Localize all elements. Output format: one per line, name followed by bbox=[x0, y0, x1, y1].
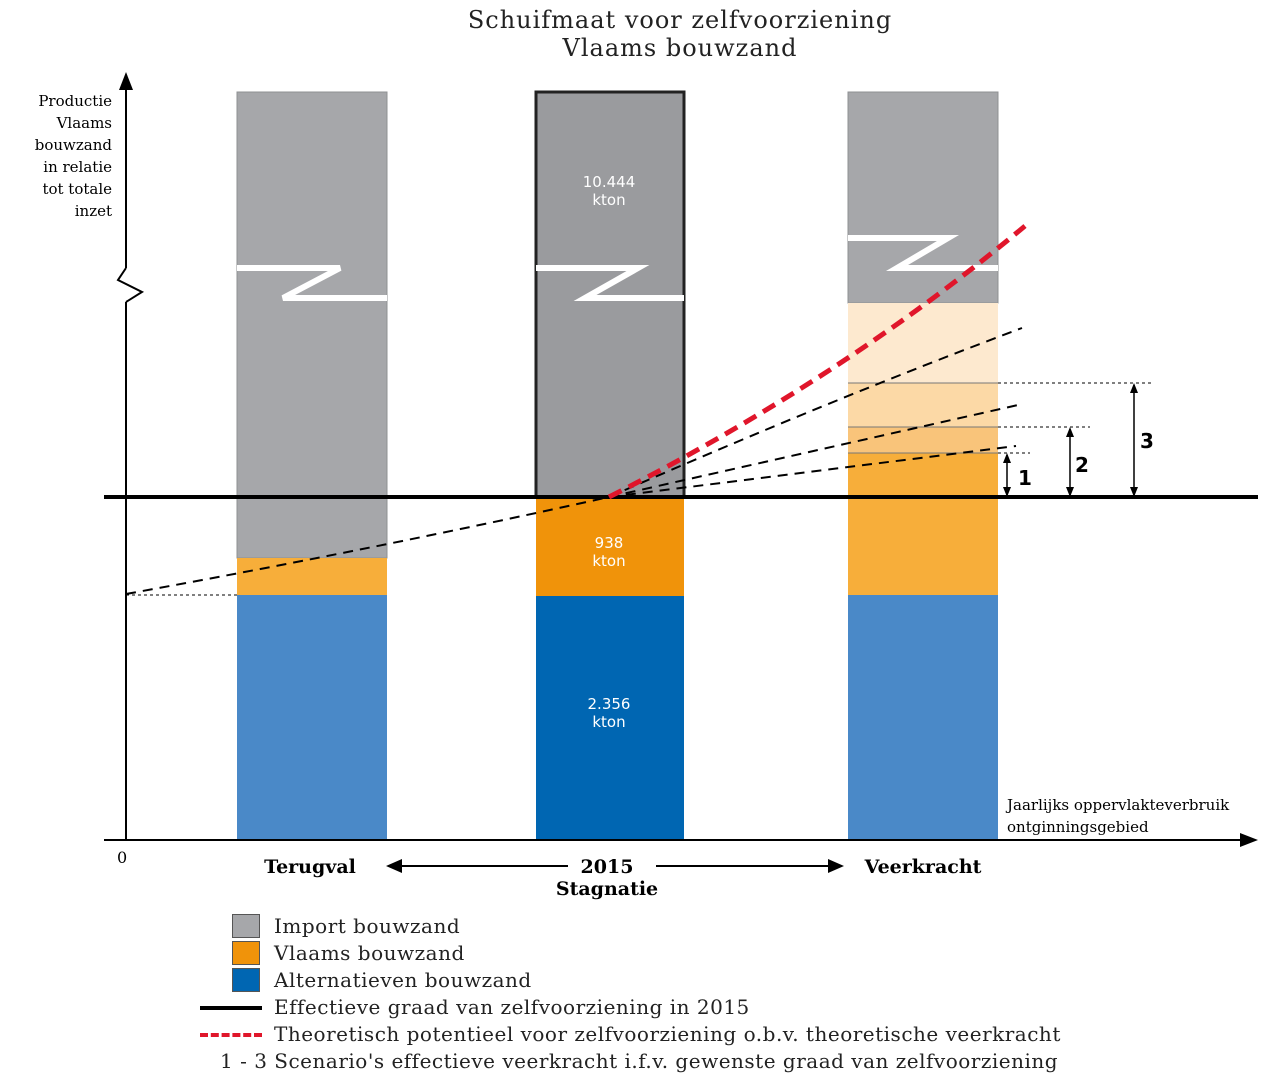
scenario-label-1: 1 bbox=[1018, 466, 1032, 490]
bar-veerkracht-potential-zone bbox=[848, 303, 998, 383]
y-axis-label-line: tot totale bbox=[42, 180, 112, 198]
theoretical-potential-line bbox=[607, 224, 1027, 500]
legend-swatch-alternatieven bbox=[232, 968, 260, 992]
bar-terugval bbox=[236, 91, 388, 839]
y-axis bbox=[116, 72, 145, 840]
legend-label-vlaams: Vlaams bouwzand bbox=[274, 941, 465, 965]
bar-terugval-import bbox=[236, 91, 388, 559]
vlaams-unit: kton bbox=[592, 552, 625, 570]
legend-swatch-vlaams bbox=[232, 941, 260, 965]
axis-break-symbol bbox=[237, 265, 387, 301]
legend-label-effectief: Effectieve graad van zelfvoorziening in … bbox=[274, 995, 750, 1019]
chart-title: Schuifmaat voor zelfvoorziening bbox=[467, 6, 893, 34]
chart-subtitle: Vlaams bouwzand bbox=[562, 34, 798, 62]
y-axis-label-line: bouwzand bbox=[35, 136, 113, 154]
y-axis-label-line: inzet bbox=[75, 202, 112, 220]
legend-label-theoretisch: Theoretisch potentieel voor zelfvoorzien… bbox=[274, 1022, 1061, 1046]
alternatieven-unit: kton bbox=[592, 713, 625, 731]
scenario-label-3: 3 bbox=[1140, 429, 1154, 453]
y-axis-label-line: Vlaams bbox=[56, 114, 112, 132]
bar-veerkracht-import bbox=[847, 91, 999, 304]
bar-veerkracht-vlaams bbox=[848, 453, 998, 595]
bar-2015-import bbox=[534, 90, 686, 499]
legend-line-effectief bbox=[200, 1006, 262, 1010]
bar-veerkracht-scenario2-zone bbox=[848, 427, 998, 453]
bar-veerkracht bbox=[847, 91, 999, 839]
bar-veerkracht-alternatieven bbox=[848, 595, 998, 839]
direction-arrow-right bbox=[656, 859, 844, 873]
bar-2015: 10.444 kton 938 kton 2.356 kton bbox=[534, 90, 686, 839]
bar-terugval-alternatieven bbox=[237, 595, 387, 839]
alternatieven-value: 2.356 bbox=[588, 695, 631, 713]
direction-arrow-left bbox=[386, 859, 568, 873]
scenario-curve-1 bbox=[608, 445, 1017, 498]
label-terugval: Terugval bbox=[264, 856, 356, 878]
legend-label-import: Import bouwzand bbox=[274, 914, 461, 938]
scenario-1-arrow bbox=[1003, 453, 1011, 497]
x-axis-label-line: ontginningsgebied bbox=[1007, 818, 1149, 836]
axis-break-symbol bbox=[848, 235, 998, 271]
bar-2015-vlaams bbox=[536, 497, 684, 596]
scenario-curve-2 bbox=[608, 404, 1019, 498]
origin-label: 0 bbox=[117, 848, 127, 867]
x-axis-label-line: Jaarlijks oppervlakteverbruik bbox=[1005, 796, 1230, 814]
bar-2015-alternatieven bbox=[536, 596, 684, 839]
axis-break-symbol bbox=[536, 265, 684, 301]
import-value: 10.444 bbox=[583, 173, 636, 191]
x-axis bbox=[104, 833, 1258, 847]
import-unit: kton bbox=[592, 191, 625, 209]
vlaams-value: 938 bbox=[595, 534, 624, 552]
legend-label-scenarios: 1 - 3 Scenario's effectieve veerkracht i… bbox=[220, 1049, 1059, 1073]
legend-swatch-import bbox=[232, 914, 260, 938]
scenario-curve bbox=[125, 496, 610, 595]
label-veerkracht: Veerkracht bbox=[864, 856, 982, 878]
legend-line-theoretisch bbox=[200, 1033, 262, 1037]
diagram-canvas: Productie Vlaams bouwzand in relatie tot… bbox=[35, 72, 1258, 900]
label-2015: 2015 bbox=[581, 856, 634, 878]
legend-label-alternatieven: Alternatieven bouwzand bbox=[274, 968, 532, 992]
scenario-2-arrow bbox=[1066, 427, 1074, 497]
y-axis-label-line: in relatie bbox=[43, 158, 112, 176]
scenario-3-arrow bbox=[1130, 383, 1138, 497]
label-stagnatie: Stagnatie bbox=[556, 878, 658, 900]
scenario-label-2: 2 bbox=[1075, 453, 1089, 477]
bar-terugval-vlaams bbox=[237, 558, 387, 595]
y-axis-label-line: Productie bbox=[38, 92, 112, 110]
bar-veerkracht-scenario3-zone bbox=[848, 383, 998, 427]
